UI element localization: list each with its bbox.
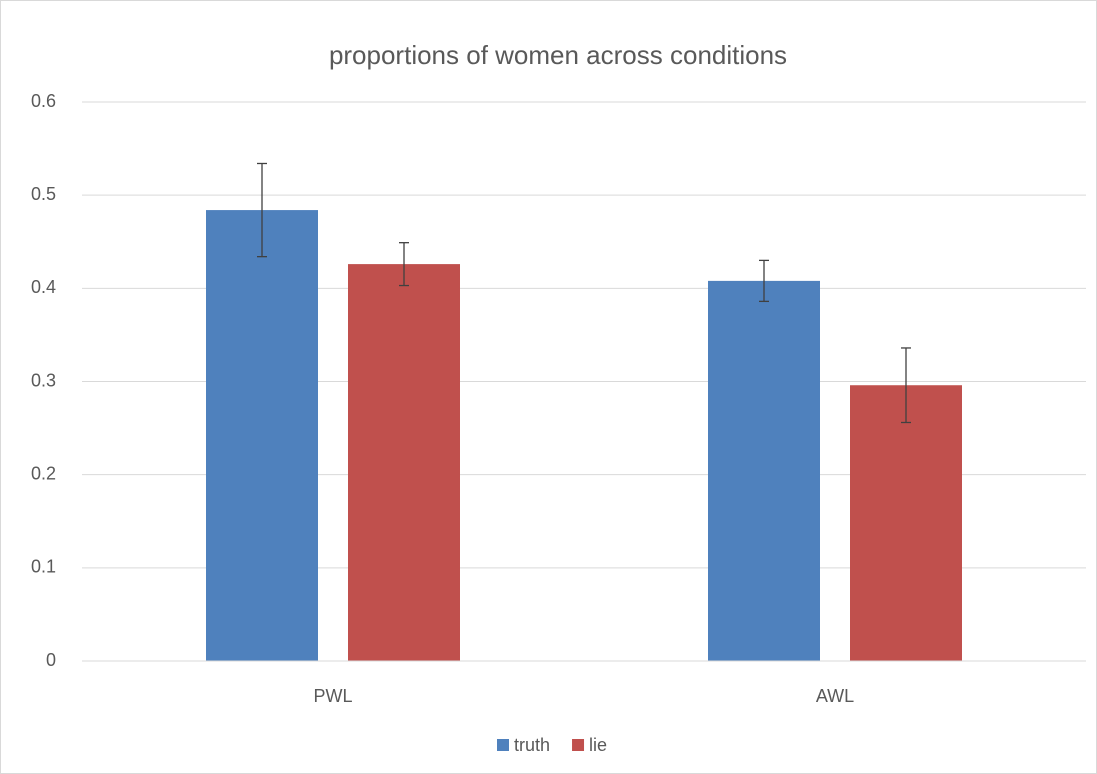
- x-tick-label: PWL: [313, 686, 352, 706]
- y-tick-label: 0.4: [31, 277, 56, 297]
- error-bar: [257, 162, 267, 258]
- chart-title: proportions of women across conditions: [329, 40, 787, 70]
- y-tick-label: 0.6: [31, 91, 56, 111]
- error-bar: [399, 242, 409, 287]
- legend-swatch: [497, 739, 509, 751]
- y-tick-label: 0.5: [31, 184, 56, 204]
- legend-label: truth: [514, 735, 550, 755]
- error-bar: [759, 259, 769, 303]
- legend-swatch: [572, 739, 585, 751]
- y-tick-label: 0.1: [31, 557, 56, 577]
- bar: [708, 280, 820, 661]
- bar: [850, 385, 962, 661]
- y-tick-label: 0: [46, 650, 56, 670]
- error-bar: [901, 347, 911, 424]
- bar: [206, 210, 318, 661]
- y-tick-label: 0.3: [31, 370, 56, 390]
- legend-label: lie: [589, 735, 607, 755]
- bar: [348, 264, 460, 661]
- x-tick-label: AWL: [816, 686, 854, 706]
- y-tick-label: 0.2: [31, 463, 56, 483]
